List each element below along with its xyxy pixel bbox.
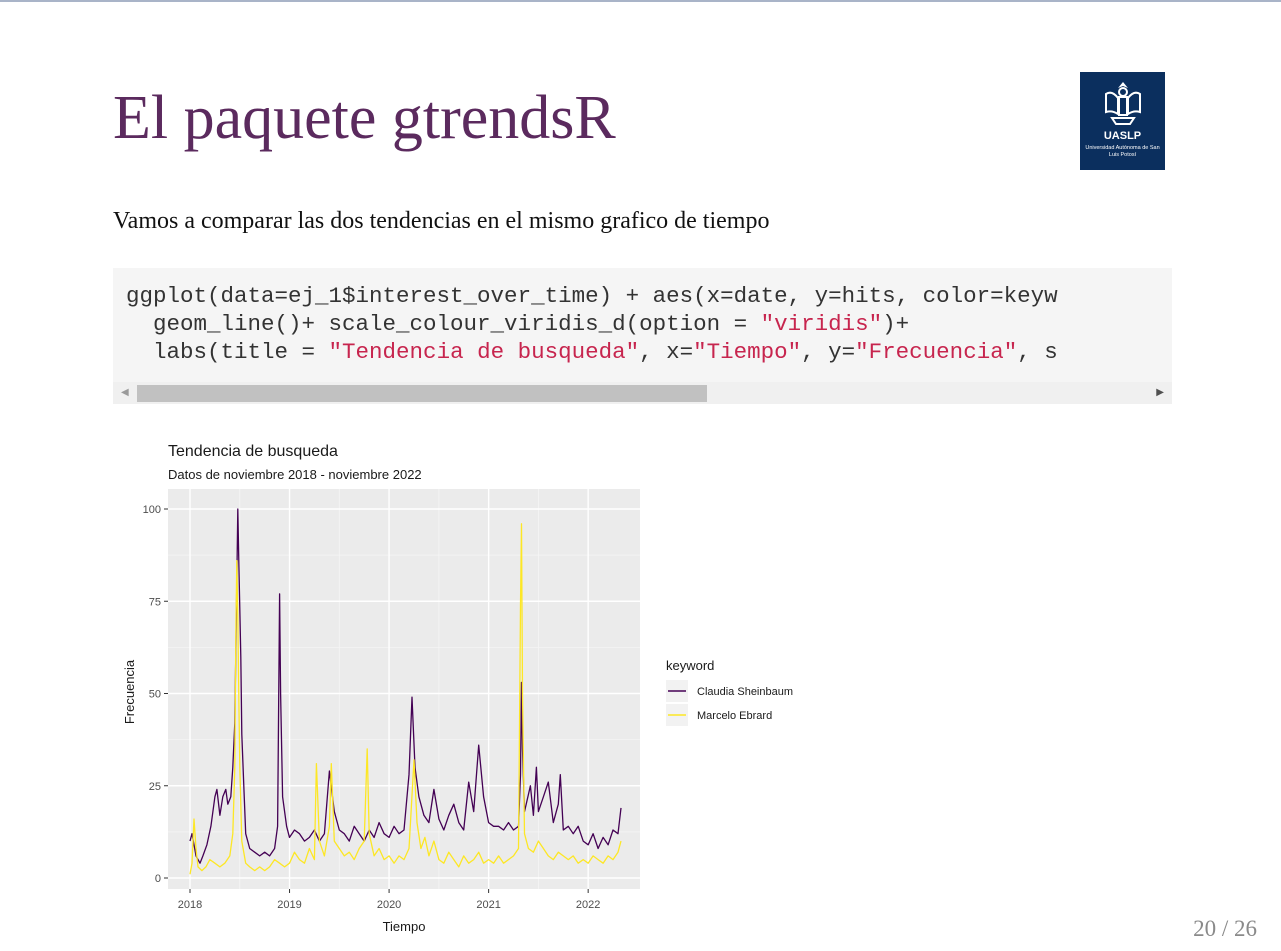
y-axis-label: Frecuencia — [122, 659, 137, 724]
intro-text: Vamos a comparar las dos tendencias en e… — [113, 208, 770, 234]
code-text: )+ — [882, 311, 910, 337]
y-tick-label: 100 — [143, 504, 161, 516]
chart-title: Tendencia de busqueda — [168, 443, 338, 460]
page-total: 26 — [1234, 916, 1257, 941]
x-tick-label: 2019 — [277, 899, 301, 911]
code-text: labs(title = — [126, 339, 329, 365]
logo-full-name: Universidad Autónoma de San Luis Potosí — [1085, 145, 1160, 158]
code-string: "viridis" — [760, 311, 883, 337]
university-crest-icon — [1105, 82, 1141, 125]
plot-panel — [168, 489, 640, 889]
legend-label: Marcelo Ebrard — [697, 710, 772, 722]
logo-abbreviation: UASLP — [1103, 130, 1142, 142]
x-tick-label: 2021 — [476, 899, 500, 911]
y-tick-label: 0 — [155, 873, 161, 885]
university-logo: UASLP Universidad Autónoma de San Luis P… — [1080, 72, 1165, 170]
series-line-2 — [189, 523, 622, 875]
legend-title: keyword — [666, 658, 714, 673]
page-separator: / — [1221, 916, 1229, 941]
code-content: ggplot(data=ej_1$interest_over_time) + a… — [126, 282, 1058, 366]
code-text: , x= — [639, 339, 694, 365]
x-tick-label: 2018 — [178, 899, 202, 911]
legend-label: Claudia Sheinbaum — [697, 686, 793, 698]
top-rule — [0, 0, 1281, 2]
page-number: 20 / 26 — [1193, 916, 1257, 942]
y-tick-label: 25 — [149, 781, 161, 793]
code-text: , y= — [801, 339, 856, 365]
slide-title: El paquete gtrendsR — [113, 84, 616, 152]
series-lines — [189, 508, 622, 875]
code-text: geom_line()+ scale_colour_viridis_d(opti… — [126, 311, 761, 337]
chart-legend: keyword Claudia Sheinbaum Marcelo Ebrard — [666, 658, 793, 726]
chart-subtitle: Datos de noviembre 2018 - noviembre 2022 — [168, 467, 422, 482]
horizontal-scrollbar[interactable]: ◀ ▶ — [113, 382, 1172, 404]
code-block: ggplot(data=ej_1$interest_over_time) + a… — [113, 268, 1172, 404]
code-line-1: ggplot(data=ej_1$interest_over_time) + a… — [126, 283, 1058, 309]
x-tick-label: 2022 — [576, 899, 600, 911]
scrollbar-thumb[interactable] — [137, 385, 707, 402]
x-axis-label: Tiempo — [383, 919, 426, 934]
code-string: "Frecuencia" — [855, 339, 1018, 365]
y-tick-label: 50 — [149, 689, 161, 701]
trend-line-chart: Tendencia de busqueda Datos de noviembre… — [122, 443, 793, 934]
code-string: "Tiempo" — [693, 339, 802, 365]
scroll-left-arrow-icon[interactable]: ◀ — [121, 387, 129, 398]
page-current: 20 — [1193, 916, 1217, 941]
code-text: , s — [1017, 339, 1058, 365]
scroll-right-arrow-icon[interactable]: ▶ — [1156, 387, 1164, 398]
code-line-3: labs(title = "Tendencia de busqueda", x=… — [126, 339, 1058, 365]
axes: 0 25 50 75 100 2018 2019 2020 2021 2022 — [143, 504, 601, 911]
code-line-2: geom_line()+ scale_colour_viridis_d(opti… — [126, 311, 909, 337]
code-string: "Tendencia de busqueda" — [328, 339, 640, 365]
y-tick-label: 75 — [149, 596, 161, 608]
x-tick-label: 2020 — [377, 899, 401, 911]
